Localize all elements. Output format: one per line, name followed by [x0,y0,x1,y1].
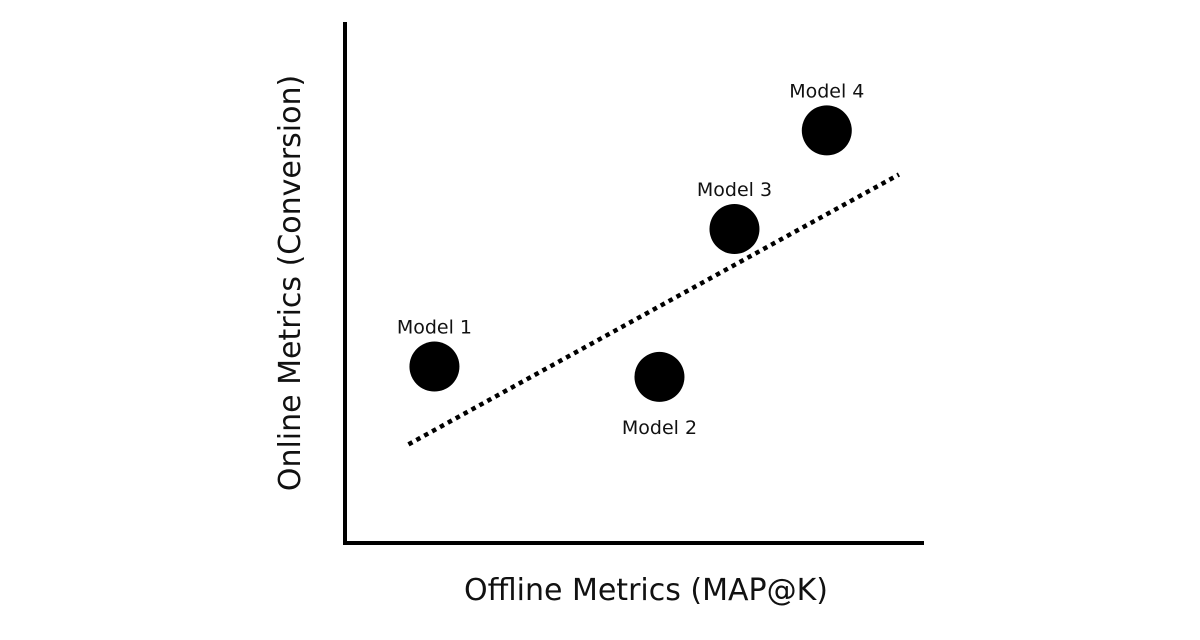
x-axis-title: Offline Metrics (MAP@K) [464,573,828,608]
point-label-model-2: Model 2 [622,417,697,439]
data-points-layer [409,105,852,402]
data-point-model-4 [801,105,852,156]
data-point-model-3 [709,204,760,255]
data-point-model-2 [634,351,685,402]
trend-line [407,172,901,447]
point-label-model-4: Model 4 [789,80,864,102]
point-label-model-1: Model 1 [397,317,472,339]
y-axis-title: Online Metrics (Conversion) [273,75,308,491]
point-labels-layer: Model 1 Model 2 Model 3 Model 4 [397,80,865,439]
trend-line-layer [407,172,901,447]
point-label-model-3: Model 3 [697,179,772,201]
data-point-model-1 [409,341,460,392]
